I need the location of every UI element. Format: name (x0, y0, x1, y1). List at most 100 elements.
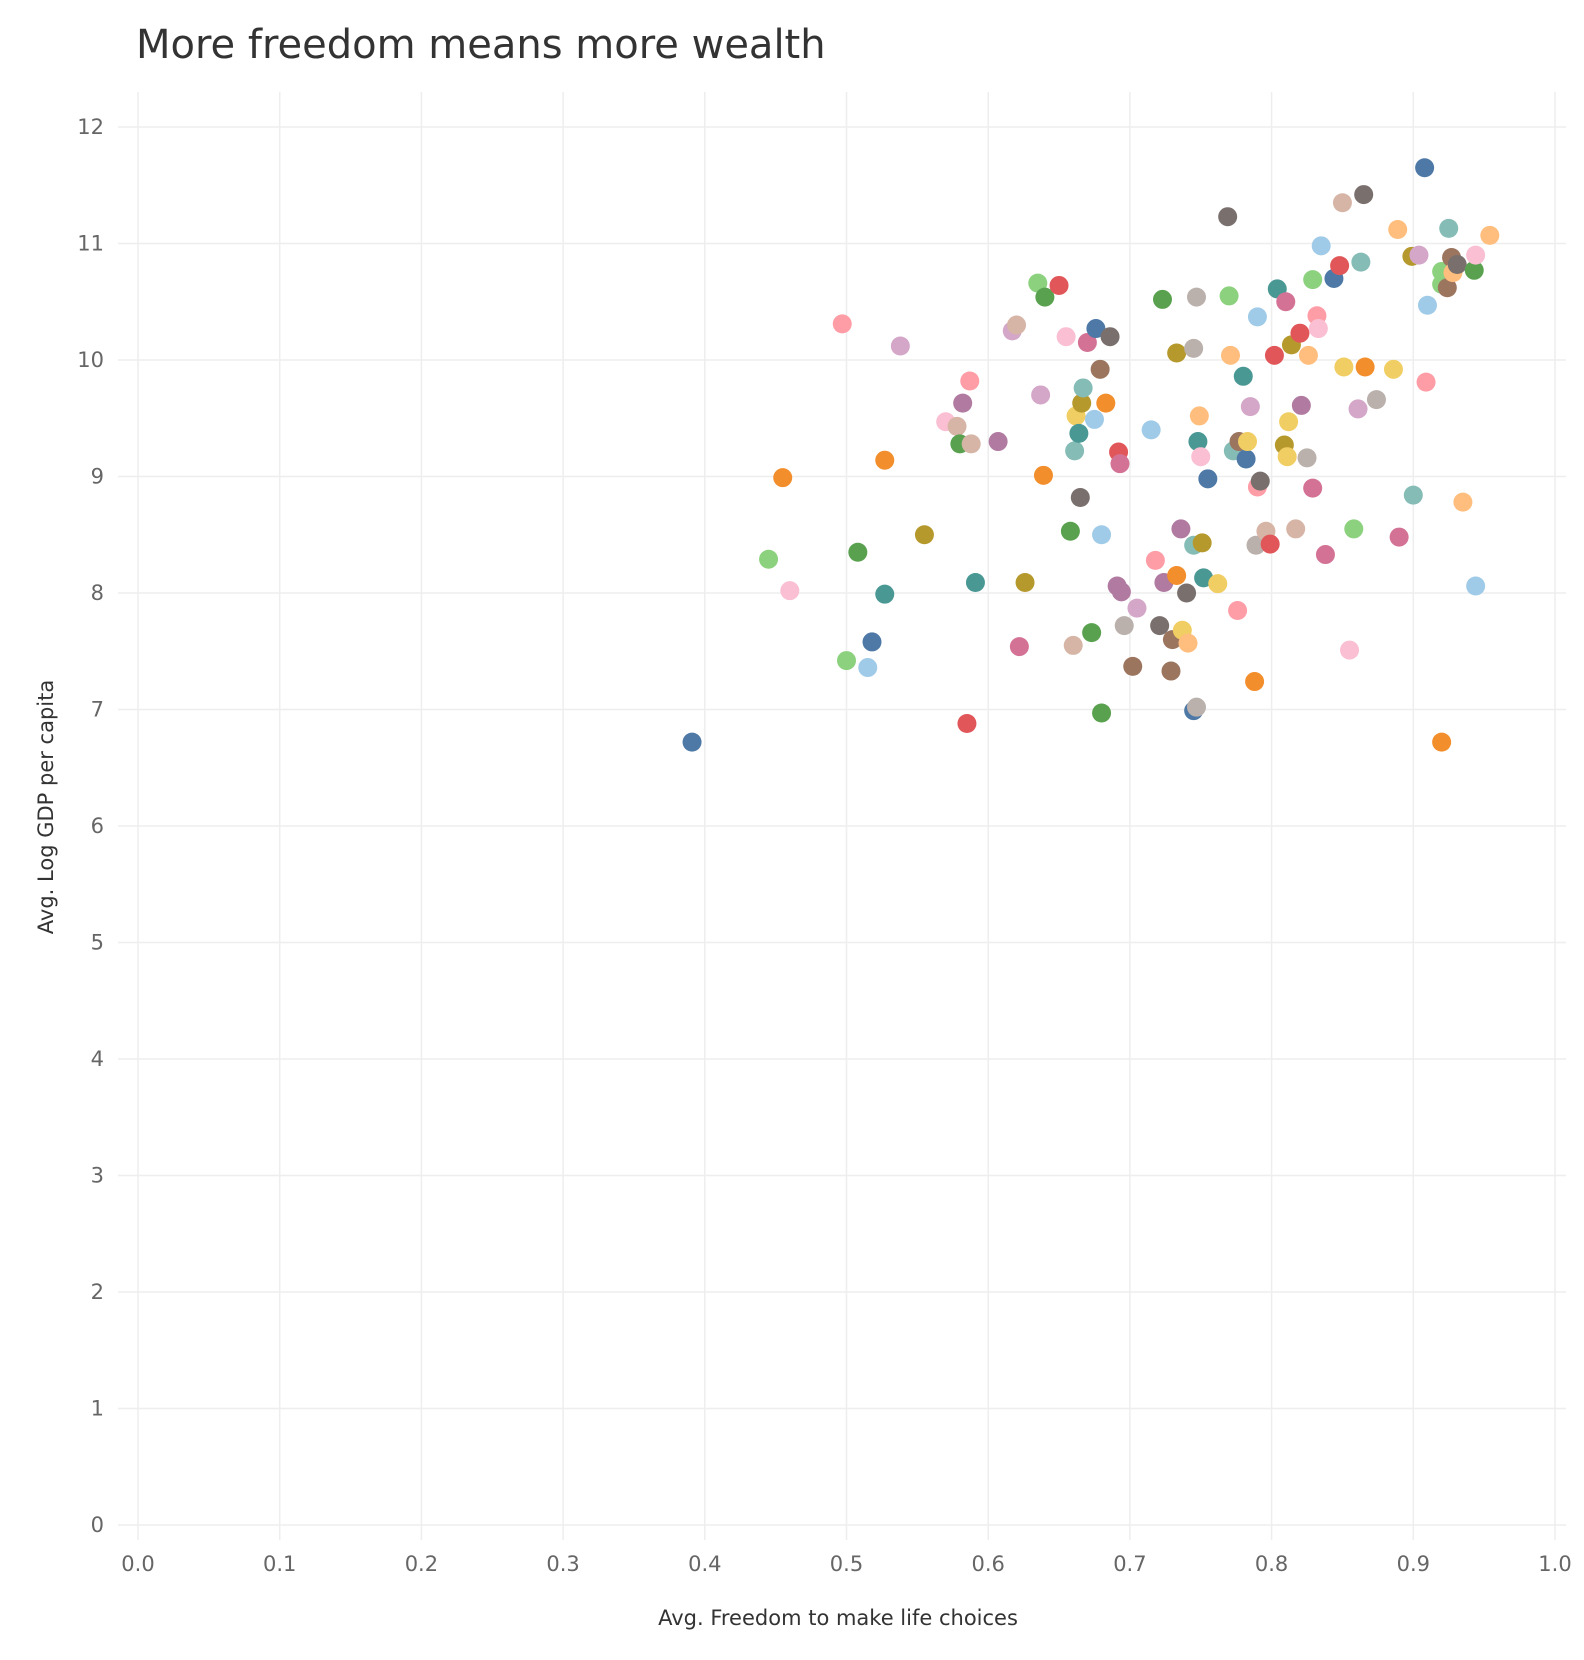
x-tick-label: 0.3 (546, 1552, 579, 1576)
data-point (1264, 345, 1284, 365)
data-point (1186, 287, 1206, 307)
data-point (1233, 366, 1253, 386)
data-point (1069, 423, 1089, 443)
data-point (1198, 469, 1218, 489)
data-point (1033, 465, 1053, 485)
data-point (1389, 527, 1409, 547)
y-tick-label: 11 (77, 232, 104, 256)
data-point (914, 525, 934, 545)
data-point (1092, 703, 1112, 723)
data-point (837, 651, 856, 671)
y-tick-label: 5 (91, 931, 104, 955)
data-point (988, 432, 1008, 452)
data-point (1065, 441, 1085, 461)
data-point (1221, 345, 1241, 365)
data-point (957, 713, 977, 733)
data-point (1031, 385, 1051, 405)
data-point (1340, 640, 1360, 660)
data-point (1167, 566, 1187, 586)
data-point (953, 393, 973, 413)
x-tick-label: 0.5 (830, 1552, 863, 1576)
y-tick-label: 3 (91, 1164, 104, 1188)
data-point (1218, 207, 1238, 227)
data-point (1171, 519, 1191, 539)
data-point (1009, 637, 1029, 657)
y-tick-label: 7 (91, 698, 104, 722)
data-point (890, 336, 910, 356)
data-point (1015, 573, 1035, 593)
data-point (1186, 697, 1206, 717)
data-point (1303, 478, 1323, 498)
x-tick-label: 0.6 (971, 1552, 1004, 1576)
y-tick-label: 1 (91, 1397, 104, 1421)
data-point (1150, 616, 1170, 636)
data-point (1161, 661, 1181, 681)
y-tick-label: 12 (77, 115, 104, 139)
data-point (858, 658, 878, 678)
data-point (1228, 600, 1248, 620)
data-point (1177, 583, 1197, 603)
data-point (1432, 732, 1452, 752)
data-point (1245, 672, 1265, 692)
data-point (1415, 158, 1435, 178)
data-point (1439, 218, 1459, 238)
data-point (1246, 535, 1266, 555)
data-point (1383, 359, 1403, 379)
y-tick-label: 8 (91, 581, 104, 605)
y-tick-label: 6 (91, 814, 104, 838)
data-point (1466, 576, 1486, 596)
data-point (1417, 295, 1437, 315)
data-point (773, 468, 793, 488)
data-point (1191, 447, 1211, 467)
data-point (1127, 598, 1147, 618)
data-point (1238, 432, 1258, 452)
data-point (1219, 286, 1239, 306)
data-point (1464, 260, 1484, 280)
x-gridlines (137, 92, 1556, 1540)
data-point (848, 542, 868, 562)
x-tick-label: 0.7 (1113, 1552, 1146, 1576)
x-tick-label: 0.2 (405, 1552, 438, 1576)
data-point (1276, 292, 1296, 312)
data-point (1184, 338, 1204, 358)
data-point (1084, 409, 1104, 429)
x-axis-title: Avg. Freedom to make life choices (658, 1606, 1018, 1630)
data-point (1092, 525, 1112, 545)
data-point (1192, 533, 1212, 553)
data-point (1114, 616, 1134, 636)
y-gridlines (118, 126, 1566, 1526)
data-point (1260, 534, 1280, 554)
data-point (1110, 454, 1130, 474)
data-point (1409, 245, 1429, 265)
data-point (759, 549, 779, 569)
data-point (1315, 545, 1335, 565)
y-tick-label: 10 (77, 348, 104, 372)
data-point (1354, 185, 1374, 205)
data-point (1437, 278, 1457, 298)
data-point (1049, 275, 1069, 295)
data-point (1291, 395, 1311, 415)
x-tick-label: 0.0 (121, 1552, 154, 1576)
data-point (1466, 245, 1486, 265)
data-point (1447, 254, 1467, 274)
x-tick-label: 0.8 (1255, 1552, 1288, 1576)
x-tick-label: 0.1 (263, 1552, 296, 1576)
data-point (1072, 393, 1092, 413)
y-tick-label: 9 (91, 465, 104, 489)
data-point (1123, 656, 1143, 676)
data-point (1096, 393, 1116, 413)
data-point (1348, 399, 1368, 419)
data-point (1178, 633, 1198, 653)
x-tick-label: 0.4 (688, 1552, 721, 1576)
data-point (1188, 432, 1208, 452)
data-point (1344, 519, 1364, 539)
y-tick-label: 2 (91, 1280, 104, 1304)
data-point (1100, 327, 1120, 347)
data-point (875, 584, 895, 604)
y-axis-title: Avg. Log GDP per capita (34, 680, 58, 934)
data-point (682, 732, 702, 752)
data-point (961, 434, 981, 454)
chart-title: More freedom means more wealth (136, 22, 826, 68)
